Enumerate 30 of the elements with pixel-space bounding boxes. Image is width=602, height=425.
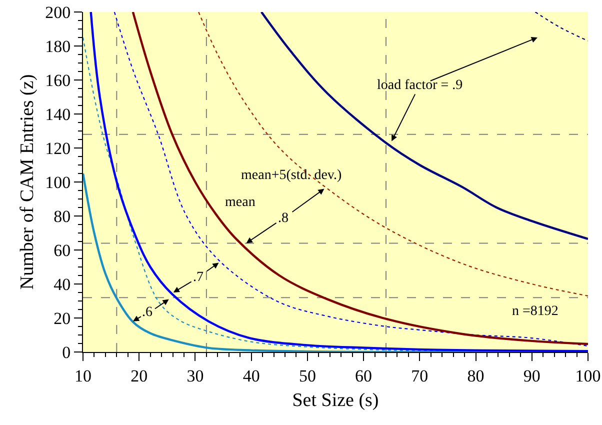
y-tick-label: 140 [45,104,71,124]
x-tick-label: 30 [186,366,204,386]
annotation: mean [225,195,256,210]
x-tick-label: 100 [575,366,601,386]
y-axis-title: Number of CAM Entries (z) [16,74,38,290]
annotation: .8 [278,211,288,226]
y-tick-label: 160 [45,70,71,90]
x-tick-label: 60 [355,366,372,386]
x-tick-label: 20 [130,366,148,386]
x-axis-title: Set Size (s) [292,390,379,412]
y-tick-label: 180 [45,36,71,56]
y-tick-label: 200 [45,2,71,22]
x-tick-label: 90 [523,366,540,386]
annotation: .6 [142,305,152,320]
y-tick-label: 0 [62,342,71,362]
y-tick-label: 80 [54,206,71,226]
x-tick-label: 50 [298,366,316,386]
x-tick-label: 70 [411,366,428,386]
annotation: .7 [193,270,204,285]
y-tick-label: 60 [54,240,71,260]
annotation: mean+5(std. dev.) [241,168,342,183]
y-tick-label: 100 [45,172,71,192]
y-tick-label: 20 [54,308,71,328]
x-tick-label: 10 [74,366,92,386]
y-tick-label: 40 [54,274,71,294]
x-tick-label: 80 [467,366,484,386]
x-tick-label: 40 [242,366,260,386]
y-tick-label: 120 [45,138,71,158]
annotation: load factor = .9 [377,78,463,93]
annotation: n =8192 [512,304,558,319]
